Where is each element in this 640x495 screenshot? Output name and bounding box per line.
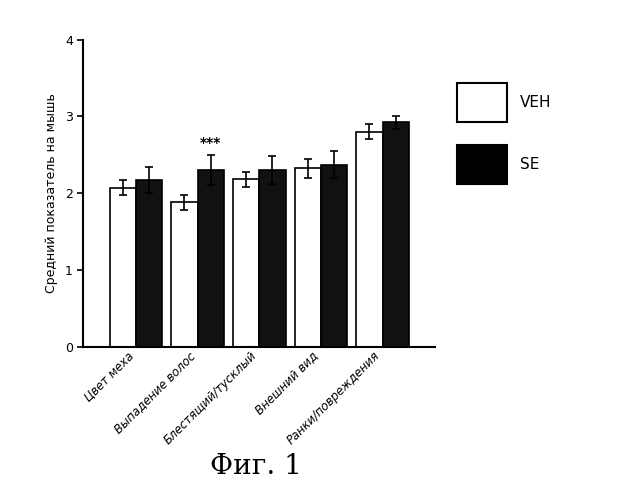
Y-axis label: Средний показатель на мышь: Средний показатель на мышь (45, 93, 58, 293)
Bar (383, 122, 409, 346)
Bar (457, 83, 507, 122)
Text: SE: SE (520, 157, 539, 172)
Bar (172, 202, 198, 346)
Bar (356, 132, 383, 346)
Bar (233, 179, 259, 346)
Text: ***: *** (200, 136, 221, 150)
Bar (259, 170, 285, 346)
Text: Фиг. 1: Фиг. 1 (210, 453, 302, 480)
Bar (321, 165, 347, 346)
Bar (294, 168, 321, 346)
Bar (198, 170, 224, 346)
Bar (457, 146, 507, 184)
Text: VEH: VEH (520, 95, 551, 110)
Bar (136, 180, 162, 346)
Bar (109, 188, 136, 346)
